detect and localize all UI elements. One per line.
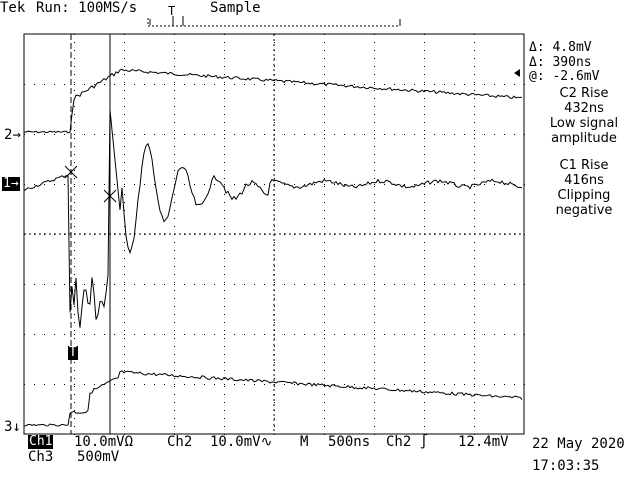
record-view-bar: T [147, 4, 401, 27]
trigger-source: Ch2 ∫ [386, 434, 429, 450]
note-c1-line1: C1 Rise [559, 158, 609, 173]
acquisition-mode: Sample [210, 0, 261, 16]
ch3-label[interactable]: Ch3 [28, 449, 54, 465]
note-c1-line2: 416ns [564, 173, 604, 188]
delta-voltage-readout: Δ: 4.8mV [529, 40, 592, 55]
note-c2-line4: amplitude [551, 131, 617, 146]
trigger-level-arrow-icon [514, 69, 520, 77]
time-readout: 17:03:35 [532, 458, 600, 474]
ch2-ground-marker: 2→ [4, 127, 21, 143]
cursor-cross-marker [64, 165, 117, 203]
note-c1-rise: C1 Rise 416ns Clipping negative [528, 158, 640, 218]
svg-text:T: T [168, 4, 175, 18]
ch1-ground-marker: 1→ [2, 176, 20, 191]
note-c2-line2: 432ns [564, 101, 604, 116]
note-c2-rise: C2 Rise 432ns Low signal amplitude [528, 86, 640, 146]
ch2-label[interactable]: Ch2 [167, 434, 193, 450]
timebase-value: 500ns [328, 434, 371, 450]
ch3-scale: 500mV [77, 449, 120, 465]
note-c1-line4: negative [555, 203, 613, 218]
ch1-label[interactable]: Ch1 [28, 434, 54, 449]
note-c1-line3: Clipping [557, 188, 611, 203]
note-c2-line3: Low signal [549, 116, 619, 131]
delta-time-readout: Δ: 390ns [529, 55, 592, 70]
date-readout: 22 May 2020 [532, 436, 625, 452]
cursor-position-readout: @: -2.6mV [529, 69, 600, 84]
ch3-ground-marker: 3↓ [4, 419, 21, 435]
ch1-waveform [23, 109, 523, 328]
acquisition-status: Run: 100MS/s [36, 0, 138, 16]
trigger-marker: T [68, 345, 78, 360]
ch2-scale: 10.0mV∿ [210, 434, 273, 450]
timebase-label: M [300, 434, 309, 450]
ch1-scale: 10.0mVΩ [74, 434, 134, 450]
ch3-waveform [23, 370, 523, 427]
ch2-waveform [23, 68, 523, 134]
brand-label: Tek [0, 0, 26, 16]
trigger-level: 12.4mV [458, 434, 509, 450]
note-c2-line1: C2 Rise [559, 86, 609, 101]
